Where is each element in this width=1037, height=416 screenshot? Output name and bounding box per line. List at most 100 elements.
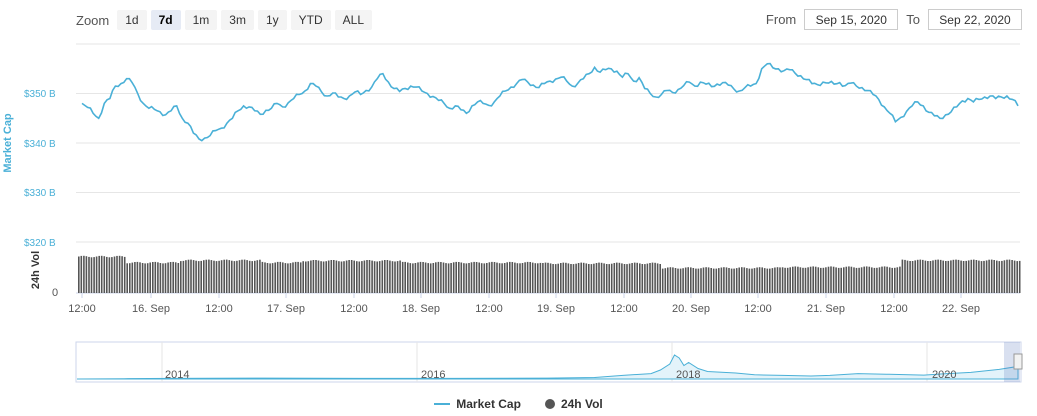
volume-bar: [478, 262, 480, 293]
volume-bar: [116, 255, 118, 293]
volume-bar: [557, 263, 559, 293]
nav-tick: 2014: [165, 369, 189, 381]
from-date-input[interactable]: [804, 9, 899, 30]
volume-bar: [644, 264, 646, 293]
line-swatch-icon: [434, 403, 451, 405]
volume-bar: [950, 260, 952, 293]
volume-bar: [389, 260, 391, 293]
volume-bar: [210, 260, 213, 293]
volume-bar: [384, 260, 386, 293]
volume-bar: [340, 261, 343, 293]
to-date-input[interactable]: [928, 9, 1022, 30]
volume-bar: [978, 260, 980, 293]
volume-bar: [863, 266, 865, 293]
volume-bar: [967, 260, 970, 293]
volume-bar: [588, 264, 590, 293]
volume-bar: [282, 262, 284, 293]
volume-bar: [554, 264, 557, 293]
volume-bar: [356, 261, 358, 293]
volume-bar: [437, 261, 440, 293]
volume-bar: [891, 267, 893, 293]
volume-bar: [922, 259, 924, 293]
volume-bar: [447, 263, 450, 293]
legend-label: 24h Vol: [560, 397, 603, 411]
navigator-selection[interactable]: [1004, 342, 1020, 382]
volume-bar: [353, 260, 355, 293]
volume-bar: [129, 263, 131, 293]
volume-bar: [820, 267, 822, 293]
volume-bar: [690, 267, 692, 293]
volume-bar: [422, 262, 424, 293]
volume-bar: [651, 262, 654, 293]
legend: Market Cap 24h Vol: [0, 397, 1037, 411]
volume-bar: [223, 259, 225, 293]
volume-bar: [327, 260, 330, 293]
volume-bar: [807, 267, 809, 293]
volume-bar: [440, 262, 442, 293]
zoom-1y-button[interactable]: 1y: [257, 10, 287, 30]
volume-bar: [465, 263, 468, 293]
x-tick: 12:00: [340, 303, 368, 315]
zoom-1m-button[interactable]: 1m: [184, 10, 218, 30]
volume-bar: [322, 261, 325, 293]
volume-bar: [180, 261, 182, 293]
volume-bar: [531, 262, 534, 293]
volume-bar: [942, 260, 944, 293]
volume-bar: [799, 267, 802, 293]
volume-bar: [677, 268, 679, 293]
volume-bar: [516, 263, 519, 293]
zoom-all-button[interactable]: ALL: [334, 10, 372, 30]
volume-bar: [366, 260, 368, 293]
x-tick: 21. Sep: [807, 303, 845, 315]
volume-bar: [271, 263, 274, 293]
volume-bar: [718, 268, 720, 293]
volume-bar: [901, 259, 904, 293]
volume-bar: [136, 261, 139, 293]
volume-bar: [570, 264, 572, 293]
legend-item-market-cap[interactable]: Market Cap: [434, 397, 521, 411]
volume-bar: [442, 262, 445, 293]
volume-bar: [661, 268, 664, 293]
volume-bar: [539, 262, 542, 293]
volume-bar: [126, 263, 128, 293]
volume-bar: [756, 267, 758, 293]
volume-bar: [858, 267, 860, 293]
volume-bar: [159, 263, 162, 293]
volume-bar: [491, 261, 493, 293]
volume-bar: [514, 262, 516, 293]
volume-bar: [164, 263, 167, 293]
volume-bar: [361, 261, 363, 293]
volume-bar: [261, 261, 264, 293]
navigator-handle[interactable]: [1013, 353, 1023, 370]
volume-bar: [873, 267, 876, 293]
volume-bar: [350, 260, 353, 293]
volume-bar: [802, 267, 804, 293]
volume-bar: [409, 263, 412, 293]
volume-bar: [947, 260, 950, 293]
volume-bar: [792, 266, 794, 293]
zoom-1d-button[interactable]: 1d: [117, 10, 147, 30]
volume-bar: [509, 261, 511, 293]
zoom-7d-button[interactable]: 7d: [150, 10, 181, 30]
volume-bar: [896, 267, 899, 293]
y-tick-340: $340 B: [24, 139, 56, 150]
legend-item-volume[interactable]: 24h Vol: [544, 397, 603, 411]
volume-bar: [486, 263, 488, 293]
volume-bar: [103, 256, 106, 293]
zoom-3m-button[interactable]: 3m: [221, 10, 254, 30]
volume-bar: [809, 266, 812, 293]
volume-bar: [90, 257, 93, 293]
volume-bar: [343, 261, 345, 293]
volume-bar: [330, 260, 333, 293]
volume-bar: [687, 267, 689, 293]
volume-bar: [595, 263, 598, 293]
volume-bar: [146, 263, 149, 293]
volume-bar: [980, 261, 983, 293]
zoom-ytd-button[interactable]: YTD: [290, 10, 331, 30]
volume-bar: [593, 263, 595, 293]
volume-bar: [700, 268, 702, 293]
volume-bar: [307, 261, 310, 293]
volume-bar: [855, 267, 858, 293]
volume-bar: [238, 260, 241, 293]
volume-bar: [83, 255, 85, 293]
